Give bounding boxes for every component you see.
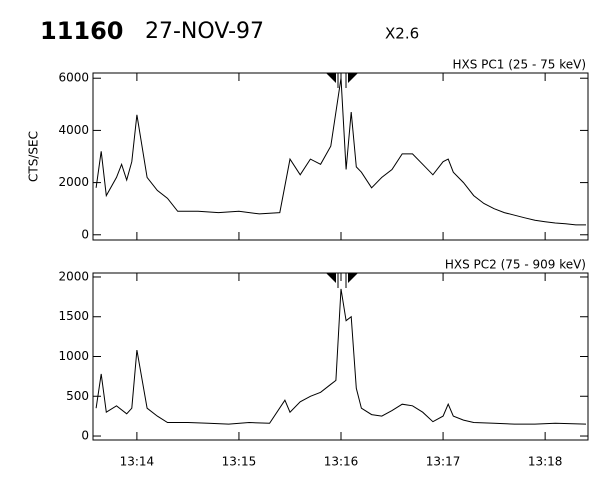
data-line [95, 288, 587, 425]
x-tick-label: 13:18 [528, 455, 563, 469]
y-tick-label: 0 [81, 429, 89, 443]
x-tick-label: 13:15 [222, 455, 257, 469]
y-tick-label: 500 [66, 389, 89, 403]
y-tick-label: 0 [81, 227, 89, 241]
flare-class: X2.6 [385, 25, 419, 43]
y-tick-label: 2000 [58, 269, 89, 283]
y-tick-label: 2000 [58, 175, 89, 189]
data-line [95, 78, 586, 226]
event-number: 11160 [40, 17, 124, 45]
event-date: 27-NOV-97 [145, 19, 264, 44]
panel-title: HXS PC1 (25 - 75 keV) [452, 58, 586, 72]
y-tick-label: 1500 [58, 309, 89, 323]
y-axis-label: CTS/SEC [27, 131, 41, 182]
plot-frame [92, 72, 589, 241]
x-tick-label: 13:14 [120, 455, 155, 469]
panel-title: HXS PC2 (75 - 909 keV) [445, 258, 586, 272]
x-tick-label: 13:17 [426, 455, 461, 469]
interval-markers [326, 73, 358, 288]
y-tick-label: 6000 [58, 71, 89, 85]
y-tick-label: 1000 [58, 349, 89, 363]
x-tick-label: 13:16 [324, 455, 359, 469]
y-tick-label: 4000 [58, 123, 89, 137]
